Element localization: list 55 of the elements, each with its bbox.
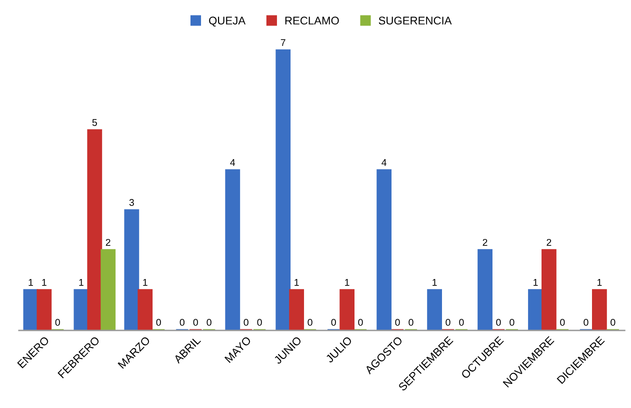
data-label: 0 — [55, 318, 60, 326]
data-label: 0 — [156, 318, 161, 326]
data-label: 1 — [294, 279, 299, 286]
data-label: 0 — [395, 318, 400, 326]
data-label: 2 — [106, 238, 110, 246]
bar — [87, 129, 102, 330]
data-label: 1 — [345, 279, 350, 286]
bar — [592, 289, 607, 330]
data-label: 0 — [257, 318, 262, 326]
data-label: 7 — [280, 39, 286, 46]
data-label: 0 — [331, 318, 336, 326]
data-label: 0 — [446, 318, 450, 326]
data-label: 1 — [597, 279, 602, 286]
data-label: 0 — [358, 318, 363, 326]
bar — [427, 289, 442, 330]
legend-label: SUGERENCIA — [378, 16, 452, 25]
data-label: 1 — [28, 279, 33, 286]
data-label: 5 — [92, 119, 97, 126]
bar — [138, 289, 153, 330]
bar — [289, 289, 304, 330]
legend-label: RECLAMO — [285, 16, 339, 25]
bar — [340, 289, 354, 330]
bar — [124, 209, 140, 330]
data-label: 4 — [230, 159, 236, 166]
data-label: 2 — [546, 238, 552, 246]
data-label: 1 — [143, 279, 148, 286]
data-label: 2 — [482, 238, 488, 246]
data-label: 0 — [308, 318, 312, 326]
data-label: 0 — [244, 318, 248, 326]
data-label: 1 — [432, 279, 437, 286]
bar — [376, 169, 392, 330]
bar — [100, 249, 116, 330]
data-label: 0 — [193, 318, 198, 326]
bar — [276, 49, 291, 330]
data-label: 0 — [459, 318, 464, 326]
data-label: 0 — [560, 318, 565, 326]
bar — [36, 289, 52, 330]
data-label: 3 — [129, 198, 134, 206]
data-label: 0 — [510, 318, 514, 326]
bar — [542, 249, 556, 330]
data-label: 0 — [180, 318, 184, 326]
legend-label: QUEJA — [209, 16, 246, 27]
bar — [528, 289, 543, 330]
data-label: 1 — [42, 279, 46, 286]
data-label: 0 — [496, 318, 501, 326]
bar — [74, 289, 89, 330]
data-label: 0 — [408, 318, 414, 326]
data-label: 1 — [79, 279, 84, 286]
bar — [225, 169, 240, 330]
data-label: 4 — [382, 159, 386, 166]
data-label: 0 — [610, 318, 616, 326]
data-label: 1 — [534, 279, 538, 286]
data-label: 0 — [584, 318, 588, 326]
bar — [478, 249, 492, 330]
data-label: 0 — [206, 318, 212, 326]
